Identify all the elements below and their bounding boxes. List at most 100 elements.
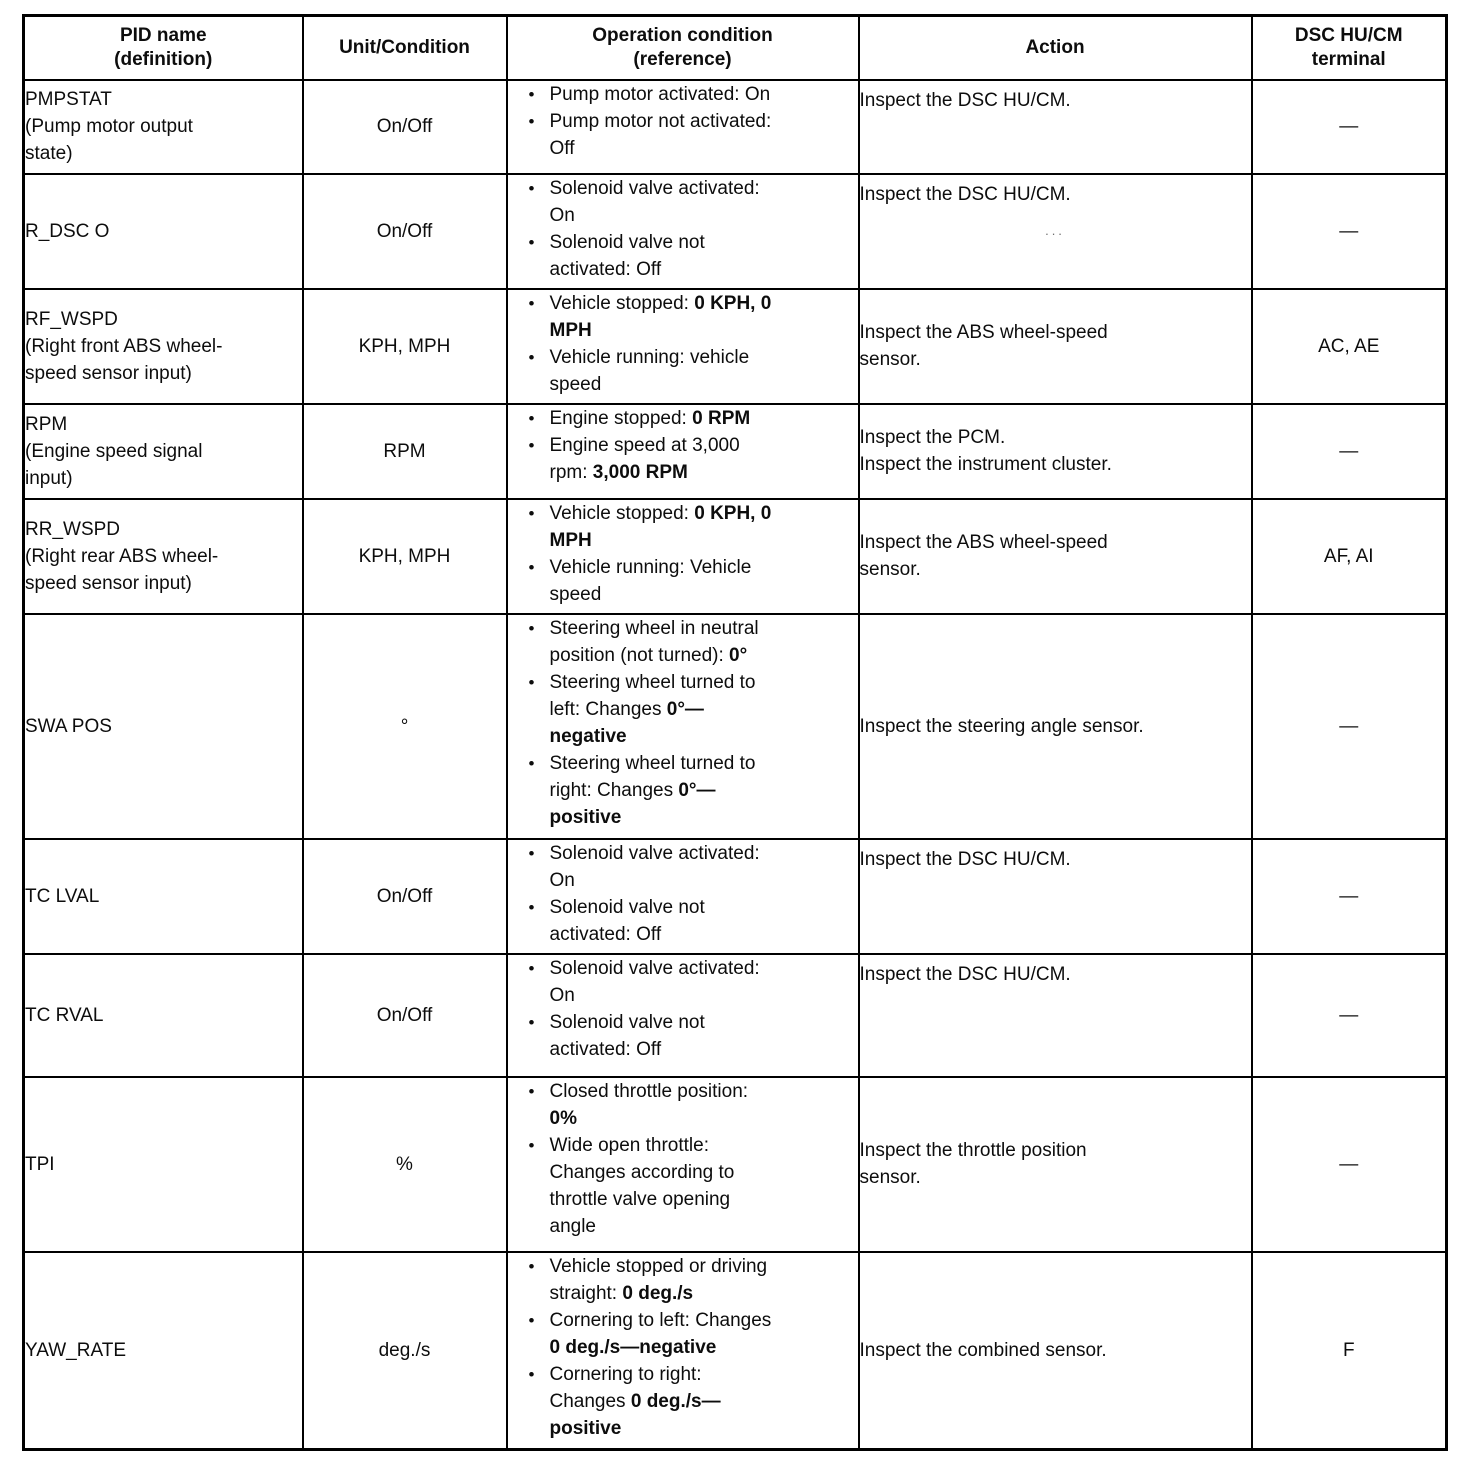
bullet-icon: • (528, 347, 535, 367)
pid-table-body: PMPSTAT (Pump motor output state) On/Off • Pu… (22, 78, 1448, 1451)
operation-condition-cell: • Pump motor activated: On • Pump motor not… (505, 78, 860, 175)
bullet-icon: • (528, 618, 535, 638)
table-row: YAW_RATE deg./s • Vehicle stopped or drivin… (22, 1250, 1448, 1451)
condition-line: Changes 0 deg./s— (549, 1390, 721, 1412)
pid-name-cell: R_DSC O (22, 172, 304, 290)
condition-line: Steering wheel turned to (549, 752, 756, 774)
condition-text: Vehicle stopped: 0 KPH, 0 MPH (549, 501, 857, 554)
header-line: DSC HU/CM (1294, 24, 1403, 46)
unit-condition-cell: ° (301, 612, 508, 840)
condition-line: Vehicle stopped: 0 KPH, 0 (549, 292, 772, 314)
bullet-icon: • (528, 753, 535, 773)
operation-condition-cell: • Vehicle stopped: 0 KPH, 0 MPH • Vehicle ru… (505, 497, 860, 615)
operation-condition-cell: • Vehicle stopped: 0 KPH, 0 MPH • Vehicle ru… (505, 287, 860, 405)
condition-text: Cornering to right: Changes 0 deg./s— posi… (549, 1361, 857, 1442)
unit-condition-cell: On/Off (301, 78, 508, 175)
terminal-cell: — (1250, 1075, 1448, 1253)
header-line: Unit/Condition (339, 36, 470, 58)
condition-line: rpm: 3,000 RPM (549, 461, 688, 483)
action-cell: Inspect the PCM. Inspect the instrument c… (857, 402, 1253, 500)
pid-name-cell: TC LVAL (22, 837, 304, 955)
condition-text: Steering wheel turned to right: Changes 0… (549, 750, 857, 831)
unit-condition-cell: On/Off (301, 837, 508, 955)
pid-name-line: RR_WSPD (25, 518, 121, 540)
condition-bullet: • Solenoid valve activated: On (509, 956, 857, 1009)
condition-text: Engine stopped: 0 RPM (550, 406, 857, 432)
condition-text: Steering wheel in neutral position (not t… (550, 616, 857, 669)
bullet-icon: • (528, 897, 535, 917)
condition-text: Solenoid valve not activated: Off (549, 229, 857, 283)
action-line: Inspect the DSC HU/CM. (859, 848, 1071, 870)
condition-line: Vehicle stopped: 0 KPH, 0 (549, 502, 772, 524)
bullet-icon: • (528, 1364, 535, 1384)
operation-condition-cell: • Solenoid valve activated: On • Solenoid va… (505, 172, 860, 290)
pid-name-line: RPM (25, 413, 68, 435)
condition-line: positive (549, 806, 622, 828)
condition-line: Pump motor not activated: (549, 110, 772, 132)
pid-name-line: TC LVAL (25, 885, 100, 907)
condition-line: angle (549, 1215, 597, 1237)
pid-name-line: state) (25, 143, 73, 164)
condition-line: Wide open throttle: (549, 1134, 709, 1156)
condition-line: straight: 0 deg./s (549, 1282, 694, 1304)
bullet-icon: • (528, 843, 535, 863)
condition-line: Solenoid valve activated: (549, 957, 760, 979)
bullet-icon: • (528, 84, 535, 104)
condition-text: Vehicle running: Vehicle speed (550, 554, 857, 608)
pid-name-line: (Right front ABS wheel- (25, 335, 223, 357)
condition-line: activated: Off (549, 258, 662, 280)
condition-line: 0% (549, 1107, 577, 1129)
condition-bullet: • Engine stopped: 0 RPM (509, 406, 857, 432)
pid-name-line: speed sensor input) (25, 572, 192, 594)
action-cell: Inspect the DSC HU/CM. (857, 837, 1253, 955)
table-row: PMPSTAT (Pump motor output state) On/Off • Pu… (22, 78, 1448, 175)
action-cell: Inspect the ABS wheel-speed sensor. (857, 497, 1253, 615)
action-line: Inspect the instrument cluster. (859, 454, 1112, 475)
condition-line: On (549, 869, 575, 891)
bullet-icon: • (528, 178, 535, 198)
condition-line: Closed throttle position: (549, 1080, 749, 1102)
action-cell: Inspect the combined sensor. (857, 1250, 1253, 1451)
pid-name-line: (Pump motor output (25, 116, 193, 137)
condition-text: Pump motor activated: On (550, 82, 857, 108)
table-row: TPI% • Closed throttle position: 0% • Wide op… (22, 1075, 1448, 1253)
condition-line: Changes according to (549, 1161, 735, 1183)
condition-text: Solenoid valve activated: On (549, 841, 857, 894)
condition-line: negative (549, 725, 627, 747)
action-cell: Inspect the ABS wheel-speed sensor. (857, 287, 1253, 405)
condition-bullet: • Pump motor activated: On (509, 82, 857, 108)
condition-bullet: • Vehicle stopped or driving straight: 0 d… (509, 1254, 857, 1307)
table-row: RF_WSPD (Right front ABS wheel-speed sens… (22, 287, 1448, 405)
condition-line: speed (549, 373, 602, 395)
terminal-cell: AF, AI (1250, 497, 1448, 615)
condition-line: Solenoid valve not (549, 1011, 705, 1033)
condition-line: Cornering to right: (549, 1363, 702, 1385)
condition-line: right: Changes 0°— (549, 779, 716, 801)
terminal-cell: — (1250, 612, 1448, 840)
condition-bullet: • Vehicle running: vehicle speed (509, 344, 857, 398)
terminal-cell: — (1250, 78, 1448, 175)
pid-name-line: input) (25, 467, 73, 489)
action-line: Inspect the PCM. (859, 427, 1006, 448)
bullet-icon: • (528, 1012, 535, 1032)
action-cell: Inspect the throttle position sensor. (857, 1075, 1253, 1253)
header-line: terminal (1311, 48, 1386, 70)
condition-line: Solenoid valve activated: (549, 842, 760, 864)
condition-bullet: • Cornering to right: Changes 0 deg./s— pos… (509, 1361, 857, 1442)
unit-condition-cell: KPH, MPH (301, 497, 508, 615)
condition-line: MPH (549, 529, 592, 551)
col-header-unit-condition: Unit/Condition (301, 14, 508, 81)
terminal-cell: — (1250, 402, 1448, 500)
action-cell: Inspect the steering angle sensor. (857, 612, 1253, 840)
header-line: Action (1025, 36, 1085, 58)
condition-bullet: • Solenoid valve activated: On (509, 841, 857, 894)
pid-name-line: TC RVAL (25, 1004, 104, 1026)
pid-name-cell: RF_WSPD (Right front ABS wheel-speed sens… (22, 287, 304, 405)
condition-line: Solenoid valve not (549, 231, 705, 253)
action-cell: Inspect the DSC HU/CM. (857, 78, 1253, 175)
condition-text: Vehicle stopped or driving straight: 0 de… (549, 1254, 857, 1307)
condition-line: throttle valve opening (549, 1188, 731, 1210)
bullet-icon: • (528, 958, 535, 978)
condition-line: Engine speed at 3,000 (549, 434, 740, 456)
bullet-icon: • (528, 557, 535, 577)
